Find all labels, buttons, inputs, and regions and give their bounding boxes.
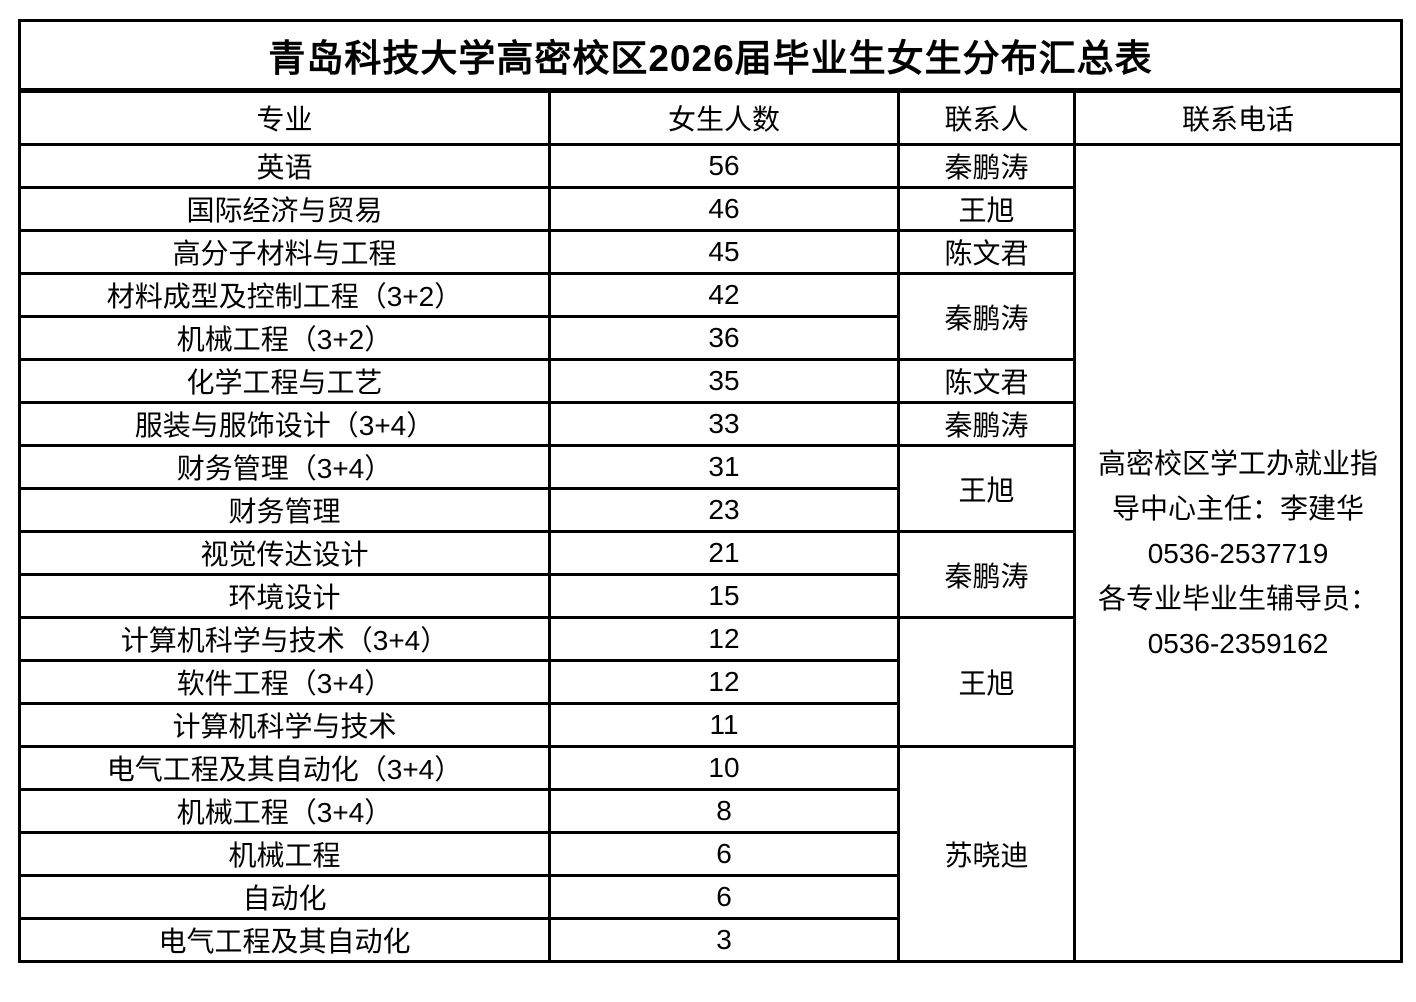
count-cell: 6	[548, 831, 900, 877]
col-header-phone: 联系电话	[1073, 89, 1403, 146]
contact-cell: 陈文君	[897, 229, 1076, 275]
major-cell: 材料成型及控制工程（3+2）	[18, 272, 551, 318]
major-cell: 英语	[18, 143, 551, 189]
table-row: 电气工程及其自动化 3	[18, 917, 1402, 963]
count-cell: 15	[548, 573, 900, 619]
col-header-major: 专业	[18, 89, 551, 146]
count-cell: 42	[548, 272, 900, 318]
count-cell: 45	[548, 229, 900, 275]
table-row: 化学工程与工艺 35 陈文君	[18, 358, 1402, 404]
header-row: 专业 女生人数 联系人 联系电话	[18, 89, 1403, 146]
contact-cell: 秦鹏涛	[897, 272, 1076, 361]
table-row: 环境设计 15	[18, 573, 1402, 619]
contact-cell: 王旭	[897, 616, 1076, 748]
major-cell: 财务管理（3+4）	[18, 444, 551, 490]
table-row: 财务管理（3+4） 31 王旭	[18, 444, 1402, 533]
table-row: 机械工程（3+2） 36	[18, 315, 1402, 361]
table-row: 财务管理 23	[18, 487, 1402, 533]
phone-info-line: 导中心主任：李建华	[1111, 492, 1364, 524]
phone-info-line: 高密校区学工办就业指	[1097, 447, 1378, 479]
contact-cell: 王旭	[897, 444, 1076, 533]
phone-info-line: 各专业毕业生辅导员：	[1097, 582, 1378, 614]
count-cell: 10	[548, 745, 900, 791]
major-cell: 电气工程及其自动化	[18, 917, 551, 963]
major-cell: 机械工程	[18, 831, 551, 877]
contact-cell: 王旭	[897, 186, 1076, 232]
count-cell: 12	[548, 616, 900, 662]
count-cell: 6	[548, 874, 900, 920]
phone-number: 0536-2537719	[1147, 537, 1329, 569]
major-cell: 计算机科学与技术	[18, 702, 551, 748]
table-row: 计算机科学与技术（3+4） 12 王旭	[18, 616, 1402, 748]
count-cell: 35	[548, 358, 900, 404]
count-cell: 56	[548, 143, 900, 189]
contact-cell: 秦鹏涛	[897, 530, 1076, 619]
count-cell: 3	[548, 917, 900, 963]
title-row: 青岛科技大学高密校区2026届毕业生女生分布汇总表	[18, 19, 1403, 93]
count-cell: 23	[548, 487, 900, 533]
major-cell: 电气工程及其自动化（3+4）	[18, 745, 551, 791]
phone-number: 0536-2359162	[1147, 627, 1329, 659]
major-cell: 环境设计	[18, 573, 551, 619]
count-cell: 21	[548, 530, 900, 576]
major-cell: 视觉传达设计	[18, 530, 551, 576]
major-cell: 机械工程（3+4）	[18, 788, 551, 834]
major-cell: 国际经济与贸易	[18, 186, 551, 232]
major-cell: 自动化	[18, 874, 551, 920]
table-row: 机械工程（3+4） 8	[18, 788, 1402, 834]
contact-cell: 秦鹏涛	[897, 401, 1076, 447]
count-cell: 36	[548, 315, 900, 361]
major-cell: 高分子材料与工程	[18, 229, 551, 275]
major-cell: 财务管理	[18, 487, 551, 533]
table-row: 自动化 6	[18, 874, 1402, 920]
count-cell: 46	[548, 186, 900, 232]
phone-info-cell: 高密校区学工办就业指 导中心主任：李建华 0536-2537719 各专业毕业生…	[1073, 143, 1403, 963]
table-row: 国际经济与贸易 46 王旭	[18, 186, 1402, 232]
table-row: 高分子材料与工程 45 陈文君	[18, 229, 1402, 275]
contact-cell: 苏晓迪	[897, 745, 1076, 963]
major-cell: 服装与服饰设计（3+4）	[18, 401, 551, 447]
col-header-count: 女生人数	[548, 89, 900, 146]
major-cell: 机械工程（3+2）	[18, 315, 551, 361]
count-cell: 31	[548, 444, 900, 490]
contact-cell: 陈文君	[897, 358, 1076, 404]
major-cell: 软件工程（3+4）	[18, 659, 551, 705]
contact-cell: 秦鹏涛	[897, 143, 1076, 189]
table-row: 计算机科学与技术 11	[18, 702, 1402, 748]
col-header-contact: 联系人	[897, 89, 1076, 146]
table-row: 机械工程 6	[18, 831, 1402, 877]
table-row: 电气工程及其自动化（3+4） 10 苏晓迪	[18, 745, 1402, 963]
summary-table: 青岛科技大学高密校区2026届毕业生女生分布汇总表 专业 女生人数 联系人 联系…	[18, 19, 1403, 963]
table-row: 视觉传达设计 21 秦鹏涛	[18, 530, 1402, 619]
table-row: 英语 56 秦鹏涛 高密校区学工办就业指 导中心主任：李建华 0536-2537…	[18, 143, 1403, 963]
major-cell: 化学工程与工艺	[18, 358, 551, 404]
count-cell: 8	[548, 788, 900, 834]
table-title: 青岛科技大学高密校区2026届毕业生女生分布汇总表	[18, 19, 1403, 93]
count-cell: 33	[548, 401, 900, 447]
table-row: 服装与服饰设计（3+4） 33 秦鹏涛	[18, 401, 1402, 447]
table-row: 软件工程（3+4） 12	[18, 659, 1402, 705]
count-cell: 11	[548, 702, 900, 748]
table-row: 材料成型及控制工程（3+2） 42 秦鹏涛	[18, 272, 1402, 361]
major-cell: 计算机科学与技术（3+4）	[18, 616, 551, 662]
count-cell: 12	[548, 659, 900, 705]
